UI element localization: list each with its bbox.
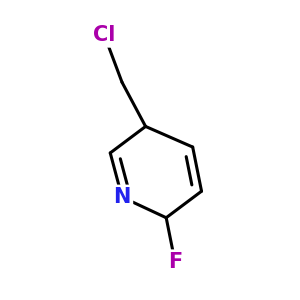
Text: N: N xyxy=(113,187,131,207)
Text: F: F xyxy=(168,252,182,272)
Text: Cl: Cl xyxy=(93,25,116,45)
